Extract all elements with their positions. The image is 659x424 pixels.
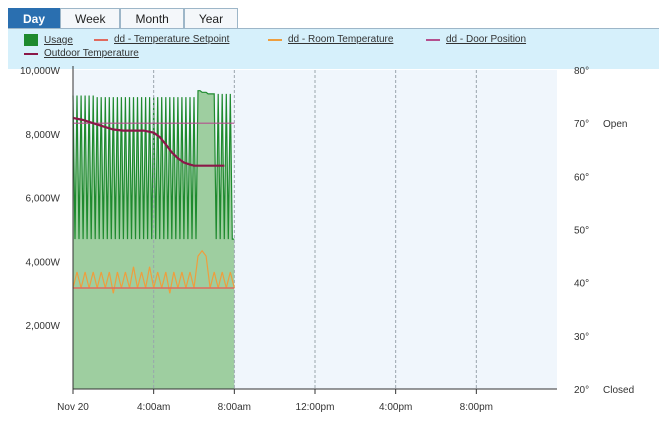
outdoor-temperature-line: [72, 116, 225, 167]
y-right-tick-label: 40°: [574, 279, 589, 290]
x-tick-label: 4:00pm: [379, 402, 412, 413]
legend-swatch-outdoor-temperature: [24, 52, 38, 55]
x-tick-label: 8:00pm: [460, 402, 493, 413]
x-tick-label: 8:00am: [218, 402, 251, 413]
x-tick-label: Nov 20: [57, 402, 89, 413]
legend-usage[interactable]: Usage: [24, 34, 73, 46]
tab-week[interactable]: Week: [60, 8, 121, 29]
legend-swatch-door-position: [426, 38, 440, 41]
legend-label-temperature-setpoint: dd - Temperature Setpoint: [114, 34, 230, 45]
legend-swatch-usage: [24, 34, 38, 46]
y-right-tick-label: 50°: [574, 226, 589, 237]
legend-swatch-temperature-setpoint: [94, 38, 108, 41]
y-left-tick-label: 4,000W: [26, 257, 61, 268]
legend-swatch-room-temperature: [268, 38, 282, 41]
legend-door-position[interactable]: dd - Door Position: [426, 34, 526, 45]
y-left-tick-label: 8,000W: [26, 130, 61, 141]
door-open-label: Open: [603, 119, 627, 130]
legend-label-room-temperature: dd - Room Temperature: [288, 34, 394, 45]
legend-temperature-setpoint[interactable]: dd - Temperature Setpoint: [94, 34, 229, 45]
y-right-tick-label: 60°: [574, 172, 589, 183]
range-tabs: Day Week Month Year: [8, 8, 239, 30]
tab-day[interactable]: Day: [8, 8, 61, 29]
chart-panel-header: [8, 28, 659, 69]
y-right-tick-label: 30°: [574, 332, 589, 343]
x-tick-label: 4:00am: [137, 402, 170, 413]
y-left-tick-label: 2,000W: [26, 321, 61, 332]
y-right-tick-label: 20°: [574, 385, 589, 396]
door-closed-label: Closed: [603, 385, 634, 396]
legend-label-door-position: dd - Door Position: [446, 34, 527, 45]
legend-room-temperature[interactable]: dd - Room Temperature: [268, 34, 393, 45]
legend-label-outdoor-temperature: Outdoor Temperature: [44, 48, 139, 59]
tab-year[interactable]: Year: [183, 8, 239, 29]
tab-month[interactable]: Month: [120, 8, 184, 29]
legend-outdoor-temperature[interactable]: Outdoor Temperature: [24, 48, 139, 59]
y-left-tick-label: 6,000W: [26, 194, 61, 205]
y-left-tick-label: 10,000W: [20, 66, 61, 77]
x-tick-label: 12:00pm: [296, 402, 335, 413]
y-right-tick-label: 80°: [574, 66, 589, 77]
y-right-tick-label: 70°: [574, 119, 589, 130]
legend-label-usage: Usage: [44, 34, 73, 46]
